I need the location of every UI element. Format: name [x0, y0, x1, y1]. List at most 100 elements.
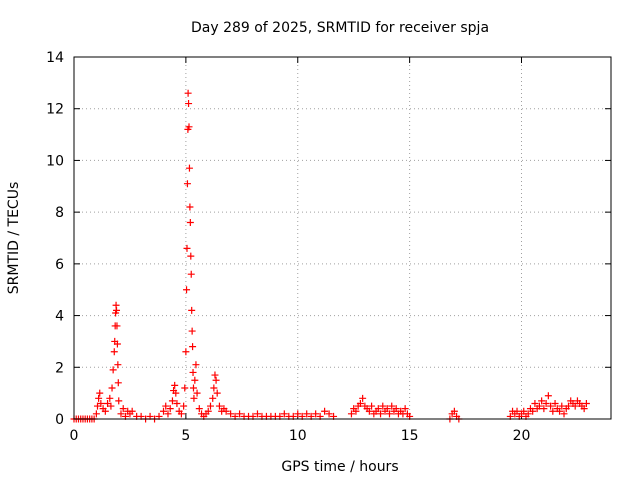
data-point [117, 410, 125, 418]
data-point [183, 244, 191, 252]
grid-lines [74, 57, 611, 419]
data-point [183, 286, 191, 294]
data-point [164, 410, 172, 418]
data-point [189, 384, 197, 392]
data-point [188, 306, 196, 314]
tick-labels: 0 5 10 15 20 0 2 4 6 8 10 12 14 [46, 50, 530, 444]
data-point [540, 405, 548, 413]
data-point [96, 389, 104, 397]
data-point [185, 100, 193, 108]
data-point [542, 399, 550, 407]
data-point [107, 402, 115, 410]
data-point [365, 407, 373, 415]
data-point [209, 394, 217, 402]
data-point [580, 405, 588, 413]
data-point [368, 402, 376, 410]
data-point [392, 405, 400, 413]
data-point [187, 252, 195, 260]
data-point [450, 407, 458, 415]
data-point [321, 407, 329, 415]
data-point [325, 410, 333, 418]
data-point [211, 371, 219, 379]
data-point [385, 410, 393, 418]
data-point [204, 407, 212, 415]
data-point [524, 410, 532, 418]
data-point [212, 376, 220, 384]
chart-title: Day 289 of 2025, SRMTID for receiver spj… [191, 20, 489, 36]
data-point [215, 402, 223, 410]
data-point [173, 399, 181, 407]
data-point [189, 343, 197, 351]
x-tick-label: 20 [513, 428, 531, 444]
data-point [520, 407, 528, 415]
data-point [193, 389, 201, 397]
data-point [535, 402, 543, 410]
data-point [280, 410, 288, 418]
data-point [113, 340, 121, 348]
data-point [303, 410, 311, 418]
data-point [186, 218, 194, 226]
data-point [564, 402, 572, 410]
data-point [166, 405, 174, 413]
data-point [210, 384, 218, 392]
data-point [192, 361, 200, 369]
data-point [182, 348, 190, 356]
data-point [113, 306, 121, 314]
data-point [556, 407, 564, 415]
data-point [181, 384, 189, 392]
data-point [95, 394, 103, 402]
data-point [106, 394, 114, 402]
data-point [529, 407, 537, 415]
data-point [551, 399, 559, 407]
data-point [549, 407, 557, 415]
data-point [222, 407, 230, 415]
data-point [401, 405, 409, 413]
data-point [191, 376, 199, 384]
x-axis-label: GPS time / hours [281, 459, 398, 475]
data-point [160, 407, 167, 415]
data-point [312, 410, 320, 418]
y-tick-label: 10 [46, 153, 64, 169]
data-point [388, 402, 396, 410]
y-tick-label: 12 [46, 102, 64, 118]
data-point [189, 368, 197, 376]
data-point [187, 270, 195, 278]
data-point [213, 389, 221, 397]
data-point [101, 407, 109, 415]
data-point [172, 389, 180, 397]
data-point [185, 164, 193, 172]
data-point [183, 180, 191, 188]
data-point [177, 410, 185, 418]
data-point [109, 366, 117, 374]
y-tick-label: 4 [55, 309, 64, 325]
y-axis-label: SRMTID / TECUs [6, 182, 22, 295]
data-point [253, 410, 261, 418]
x-tick-label: 10 [289, 428, 307, 444]
y-tick-label: 6 [55, 257, 64, 273]
y-tick-label: 2 [55, 360, 64, 376]
data-point [119, 405, 127, 413]
data-point [544, 392, 552, 400]
data-point [571, 402, 579, 410]
data-point [108, 384, 116, 392]
data-point [186, 203, 194, 211]
x-tick-label: 0 [70, 428, 79, 444]
x-tick-label: 15 [401, 428, 419, 444]
data-point [110, 348, 118, 356]
y-tick-label: 8 [55, 205, 64, 221]
data-point [383, 405, 391, 413]
data-point [97, 399, 105, 407]
data-point [114, 379, 122, 387]
data-point [190, 394, 198, 402]
data-point [113, 322, 121, 330]
data-point [538, 397, 546, 405]
data-point [359, 394, 367, 402]
data-point [115, 397, 123, 405]
data-point [347, 410, 355, 418]
data-point [582, 399, 590, 407]
data-points [70, 89, 590, 423]
data-point [352, 407, 360, 415]
data-point [180, 402, 188, 410]
